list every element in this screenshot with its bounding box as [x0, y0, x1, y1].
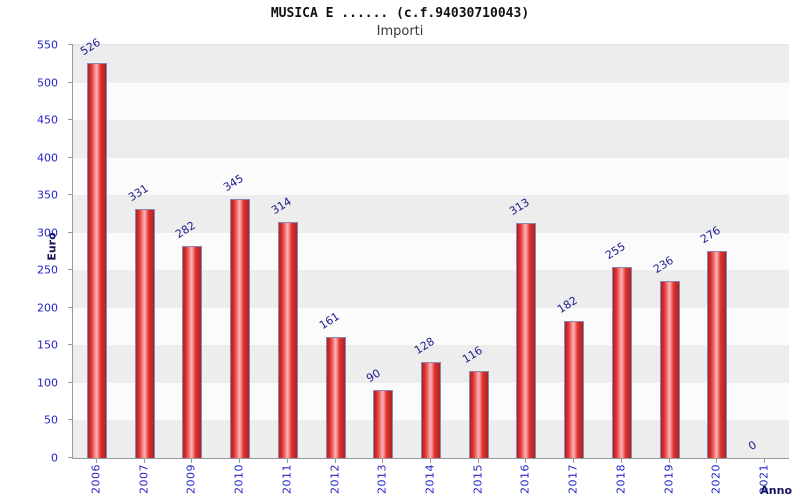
y-tick-label: 450	[37, 113, 58, 127]
y-tick-label: 550	[37, 38, 58, 52]
y-tick-label: 250	[37, 263, 58, 277]
y-tick-label: 500	[37, 76, 58, 90]
x-tick-label: 2020	[709, 464, 723, 494]
x-tick-label: 2014	[423, 464, 437, 494]
y-tick-label: 50	[44, 413, 58, 427]
x-tick-label: 2015	[471, 464, 485, 494]
bar	[373, 390, 394, 458]
grid-stripe	[73, 269, 789, 308]
y-tick-label: 400	[37, 151, 58, 165]
y-tick-mark	[68, 344, 73, 346]
y-tick-mark	[68, 231, 73, 233]
y-tick-label: 300	[37, 226, 58, 240]
x-tick-mark	[668, 459, 670, 463]
x-tick-mark	[430, 459, 431, 463]
grid-stripe	[73, 194, 789, 233]
y-tick-mark	[68, 81, 73, 83]
bar	[134, 209, 155, 458]
y-tick-mark	[68, 194, 73, 196]
x-tick-label: 2010	[232, 464, 246, 494]
x-tick-label: 2006	[89, 464, 103, 494]
bar	[659, 280, 680, 458]
y-tick-mark	[68, 156, 73, 158]
y-tick-mark	[68, 381, 73, 383]
bar	[230, 198, 251, 458]
x-tick-label: 2018	[614, 464, 628, 494]
x-tick-label: 2016	[518, 464, 532, 494]
x-tick-mark	[620, 459, 622, 463]
y-tick-mark	[68, 457, 73, 458]
x-tick-mark	[95, 459, 97, 463]
x-tick-mark	[525, 459, 527, 463]
y-tick-mark	[68, 44, 73, 45]
bar	[516, 222, 537, 458]
bar	[564, 321, 585, 458]
x-tick-label: 2017	[566, 464, 580, 494]
x-tick-label: 2012	[328, 464, 342, 494]
x-axis-title: Anno	[760, 484, 792, 497]
grid-stripe	[73, 156, 789, 196]
grid-stripe	[73, 119, 789, 158]
y-tick-label: 0	[51, 451, 58, 465]
chart-subtitle: Importi	[376, 24, 424, 39]
y-axis: 0 50 100 150 200 250 300 350 400 450 500 550	[0, 39, 66, 465]
y-tick-label: 150	[37, 338, 58, 352]
x-tick-label: 2019	[662, 464, 676, 494]
x-tick-mark	[382, 459, 384, 463]
plot-area: 526 331 282 345 314 161 90 128 116 313 182 255 236 27…	[68, 36, 789, 459]
x-tick-mark	[143, 459, 145, 463]
y-tick-mark	[68, 119, 73, 121]
bar	[421, 361, 441, 458]
y-tick-mark	[68, 306, 73, 308]
grid-stripe	[73, 44, 789, 83]
x-tick-label: 2011	[280, 464, 294, 494]
y-tick-label: 350	[37, 188, 58, 202]
x-tick-mark	[764, 459, 766, 463]
bar	[611, 266, 632, 458]
bar	[182, 246, 203, 458]
x-tick-mark	[716, 459, 718, 463]
chart-title: MUSICA E ...... (c.f.94030710043)	[270, 6, 530, 21]
x-axis: 2006 2007 2009 2010 2011 2012 2013 2014 2015 2016…	[72, 459, 788, 499]
x-tick-mark	[573, 459, 575, 463]
x-tick-mark	[191, 459, 193, 463]
bar	[468, 370, 489, 458]
x-tick-mark	[334, 459, 336, 463]
x-tick-mark	[239, 459, 241, 463]
bar	[325, 337, 346, 458]
x-tick-mark	[477, 459, 479, 463]
x-tick-label: 2007	[137, 464, 151, 494]
grid-stripe	[73, 81, 789, 121]
bar	[707, 250, 728, 458]
y-tick-mark	[68, 269, 73, 271]
x-tick-label: 2013	[375, 464, 389, 494]
bar	[86, 63, 107, 458]
bar	[277, 222, 298, 458]
y-tick-label: 200	[37, 301, 58, 315]
y-tick-label: 100	[37, 376, 58, 390]
x-tick-mark	[286, 459, 288, 463]
y-tick-mark	[68, 419, 73, 421]
x-tick-label: 2009	[184, 464, 198, 494]
